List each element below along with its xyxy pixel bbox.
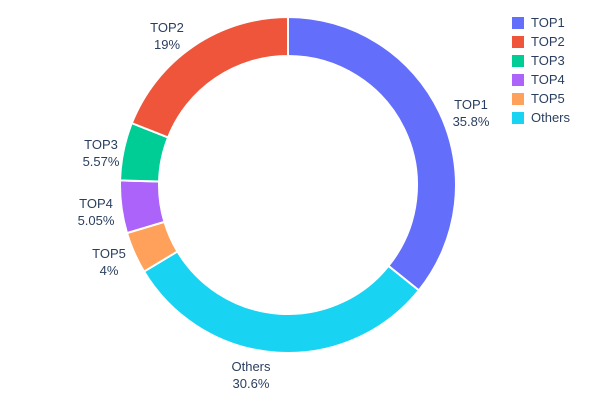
legend-swatch xyxy=(512,73,524,86)
pie-slice-others[interactable] xyxy=(142,250,421,354)
slice-label-name: TOP2 xyxy=(150,20,184,36)
slice-label-name: TOP3 xyxy=(84,137,118,153)
legend-label: TOP4 xyxy=(531,72,565,87)
slice-label-percent: 4% xyxy=(99,263,119,278)
slice-label-name: TOP5 xyxy=(92,246,126,262)
slice-label-name: TOP4 xyxy=(79,196,113,212)
slice-label-percent: 5.57% xyxy=(82,154,120,169)
pie-slice-top1[interactable] xyxy=(287,15,457,292)
legend-item-others[interactable]: Others xyxy=(512,110,571,125)
legend-label: TOP5 xyxy=(531,91,565,106)
legend-item-top5[interactable]: TOP5 xyxy=(512,91,570,106)
slice-label-others: Others 30.6% xyxy=(231,359,270,393)
legend-swatch xyxy=(512,16,524,29)
slice-label-name: TOP1 xyxy=(454,97,488,113)
legend-swatch xyxy=(512,54,524,67)
legend-item-top4[interactable]: TOP4 xyxy=(512,72,570,87)
legend-label: TOP2 xyxy=(531,34,565,49)
slice-label-top2: TOP2 19% xyxy=(150,20,184,54)
legend-item-top3[interactable]: TOP3 xyxy=(512,53,570,68)
legend-swatch xyxy=(512,35,524,48)
slice-label-percent: 30.6% xyxy=(232,376,270,391)
legend-item-top1[interactable]: TOP1 xyxy=(512,15,570,30)
legend-label: Others xyxy=(531,110,571,125)
pie-slice-top2[interactable] xyxy=(130,15,289,139)
legend-swatch xyxy=(512,92,524,105)
legend: TOP1 TOP2 TOP3 TOP4 TOP5 Others xyxy=(512,15,571,125)
slice-label-top5: TOP5 4% xyxy=(92,246,126,280)
legend-swatch xyxy=(512,111,524,124)
slice-label-top1: TOP1 35.8% xyxy=(453,97,490,131)
legend-label: TOP3 xyxy=(531,53,565,68)
slice-label-percent: 35.8% xyxy=(452,114,490,129)
legend-label: TOP1 xyxy=(531,15,565,30)
slice-label-percent: 19% xyxy=(153,37,181,52)
slice-label-name: Others xyxy=(231,359,271,375)
slice-label-top3: TOP3 5.57% xyxy=(83,137,120,171)
slice-label-top4: TOP4 5.05% xyxy=(78,196,115,230)
legend-item-top2[interactable]: TOP2 xyxy=(512,34,570,49)
slice-label-percent: 5.05% xyxy=(77,213,115,228)
